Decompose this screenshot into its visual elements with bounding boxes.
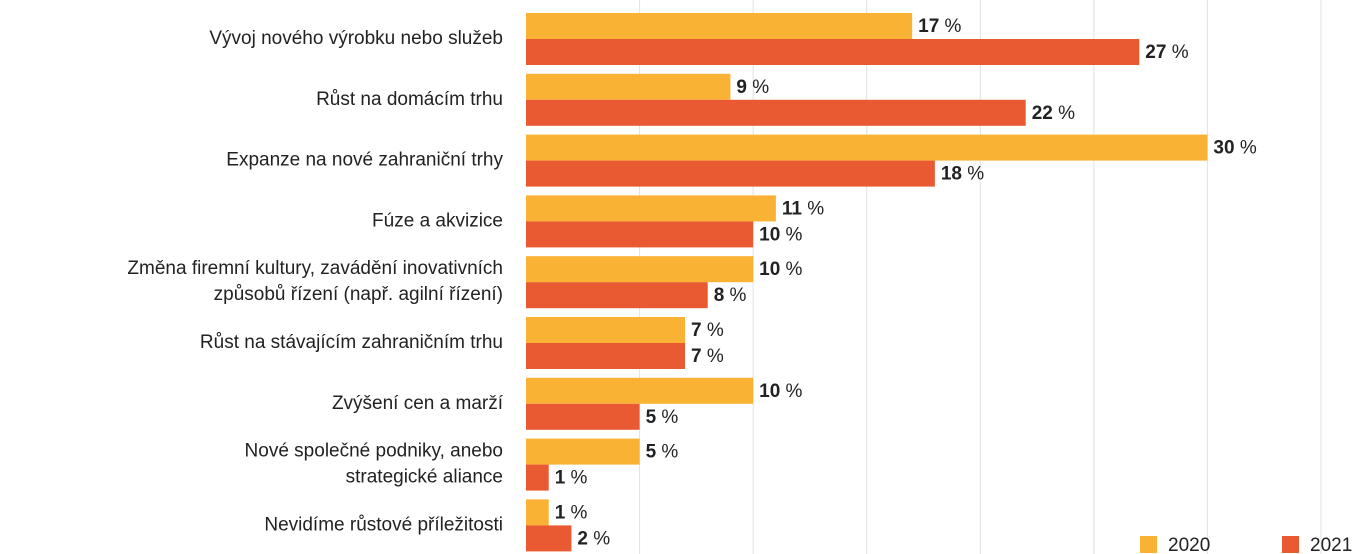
data-label-unit: % — [656, 407, 678, 428]
bar — [526, 195, 776, 222]
data-label-number: 18 — [941, 164, 962, 185]
data-label-number: 7 — [691, 346, 702, 367]
category-line: Vývoj nového výrobku nebo služeb — [209, 28, 503, 49]
data-label-number: 5 — [646, 442, 657, 463]
bar — [526, 73, 731, 100]
data-label: 10 % — [759, 224, 802, 245]
bar — [526, 282, 708, 309]
data-label: 7 % — [691, 320, 724, 341]
data-label: 8 % — [714, 285, 747, 306]
category-label: Růst na domácím trhu — [316, 89, 503, 110]
data-label: 22 % — [1032, 103, 1075, 124]
data-label: 30 % — [1213, 138, 1256, 159]
bar — [526, 39, 1140, 65]
bar — [526, 317, 685, 343]
data-label-unit: % — [780, 381, 802, 402]
data-label-number: 10 — [759, 224, 780, 245]
category-label: Růst na stávajícím zahraničním trhu — [200, 332, 503, 353]
data-label-number: 10 — [759, 381, 780, 402]
data-label-unit: % — [1166, 42, 1188, 63]
bar — [526, 403, 640, 430]
data-label-unit: % — [724, 285, 746, 306]
legend-swatch — [1282, 536, 1299, 553]
data-label: 1 % — [555, 502, 588, 523]
data-label-number: 10 — [759, 259, 780, 280]
data-label: 18 % — [941, 164, 984, 185]
bar — [526, 221, 754, 248]
category-line: způsobů řízení (např. agilní řízení) — [214, 284, 503, 305]
category-line: Fúze a akvizice — [372, 210, 503, 231]
data-label-number: 30 — [1213, 138, 1234, 159]
data-label: 9 % — [736, 77, 769, 98]
data-label-unit: % — [1235, 138, 1257, 159]
data-label-number: 1 — [555, 502, 566, 523]
data-label-number: 2 — [577, 528, 588, 549]
bar — [526, 13, 913, 39]
data-label-unit: % — [962, 164, 984, 185]
category-line: Nevidíme růstové příležitosti — [264, 514, 503, 535]
data-label-unit: % — [565, 502, 587, 523]
data-label-number: 11 — [782, 198, 803, 219]
bar — [526, 160, 935, 187]
bar — [526, 464, 549, 491]
data-label-unit: % — [656, 442, 678, 463]
category-label: Nové společné podniky, anebo strategické … — [245, 441, 503, 488]
data-label-number: 22 — [1032, 103, 1053, 124]
bar — [526, 134, 1208, 161]
data-label: 7 % — [691, 346, 724, 367]
bar — [526, 343, 685, 369]
data-label-number: 17 — [918, 16, 939, 37]
data-label: 10 % — [759, 259, 802, 280]
category-line: Růst na domácím trhu — [316, 89, 503, 110]
bar — [526, 499, 549, 526]
bar — [526, 438, 640, 465]
bar — [526, 525, 572, 552]
data-label: 5 % — [646, 442, 679, 463]
category-line: Expanze na nové zahraniční trhy — [226, 150, 503, 171]
data-label-number: 1 — [555, 468, 566, 489]
category-label: Změna firemní kultury, zavádění inovativ… — [127, 258, 503, 305]
data-label: 27 % — [1145, 42, 1188, 63]
category-line: Zvýšení cen a marží — [332, 393, 504, 414]
legend-swatch — [1140, 536, 1157, 553]
data-label-number: 5 — [646, 407, 657, 428]
data-label: 11 % — [782, 198, 824, 219]
data-label-unit: % — [702, 346, 724, 367]
category-label: Vývoj nového výrobku nebo služeb — [209, 28, 503, 49]
data-label-unit: % — [747, 77, 769, 98]
data-label-unit: % — [1053, 103, 1075, 124]
bar — [526, 99, 1026, 126]
category-label: Nevidíme růstové příležitosti — [264, 514, 503, 535]
data-label: 5 % — [646, 407, 679, 428]
data-label-unit: % — [802, 198, 824, 219]
data-label-number: 9 — [736, 77, 747, 98]
data-label: 17 % — [918, 16, 961, 37]
data-label-unit: % — [780, 224, 802, 245]
category-line: strategické aliance — [346, 467, 503, 488]
category-line: Růst na stávajícím zahraničním trhu — [200, 332, 503, 353]
category-line: Změna firemní kultury, zavádění inovativ… — [127, 258, 503, 279]
category-line: Nové společné podniky, anebo — [245, 441, 503, 462]
data-label-number: 27 — [1145, 42, 1166, 63]
bar — [526, 377, 754, 404]
data-label-unit: % — [780, 259, 802, 280]
data-label-number: 7 — [691, 320, 702, 341]
data-label: 10 % — [759, 381, 802, 402]
legend-label: 2021 — [1310, 535, 1352, 554]
category-label: Expanze na nové zahraniční trhy — [226, 150, 503, 171]
legend-label: 2020 — [1168, 535, 1210, 554]
data-label-number: 8 — [714, 285, 725, 306]
category-label: Zvýšení cen a marží — [332, 393, 504, 414]
data-label-unit: % — [588, 528, 610, 549]
data-label-unit: % — [702, 320, 724, 341]
category-label: Fúze a akvizice — [372, 210, 503, 231]
bar — [526, 256, 754, 283]
data-label: 1 % — [555, 468, 588, 489]
data-label: 2 % — [577, 528, 610, 549]
data-label-unit: % — [565, 468, 587, 489]
data-label-unit: % — [939, 16, 961, 37]
